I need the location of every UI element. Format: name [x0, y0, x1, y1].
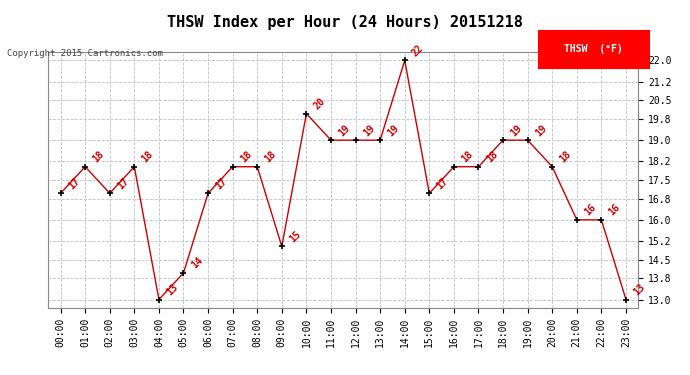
Text: Copyright 2015 Cartronics.com: Copyright 2015 Cartronics.com: [7, 49, 163, 58]
Text: 14: 14: [189, 255, 204, 271]
Text: 18: 18: [263, 149, 278, 165]
Text: 15: 15: [287, 229, 303, 244]
Text: 17: 17: [214, 176, 229, 191]
Text: 13: 13: [164, 282, 180, 297]
Text: 18: 18: [460, 149, 475, 165]
Text: 19: 19: [361, 123, 377, 138]
Text: 19: 19: [386, 123, 401, 138]
Text: 16: 16: [607, 202, 622, 217]
Text: 17: 17: [66, 176, 81, 191]
Text: 19: 19: [337, 123, 352, 138]
Text: 18: 18: [140, 149, 155, 165]
Text: 18: 18: [90, 149, 106, 165]
Text: 16: 16: [582, 202, 598, 217]
Text: 20: 20: [312, 96, 327, 111]
Text: 17: 17: [115, 176, 130, 191]
Text: 19: 19: [509, 123, 524, 138]
Text: 17: 17: [435, 176, 451, 191]
Text: 22: 22: [411, 43, 426, 58]
Text: 13: 13: [631, 282, 647, 297]
Text: 18: 18: [238, 149, 254, 165]
Text: 18: 18: [484, 149, 500, 165]
Text: 19: 19: [533, 123, 549, 138]
Text: THSW  (°F): THSW (°F): [564, 44, 623, 54]
Text: THSW Index per Hour (24 Hours) 20151218: THSW Index per Hour (24 Hours) 20151218: [167, 15, 523, 30]
Text: 18: 18: [558, 149, 573, 165]
